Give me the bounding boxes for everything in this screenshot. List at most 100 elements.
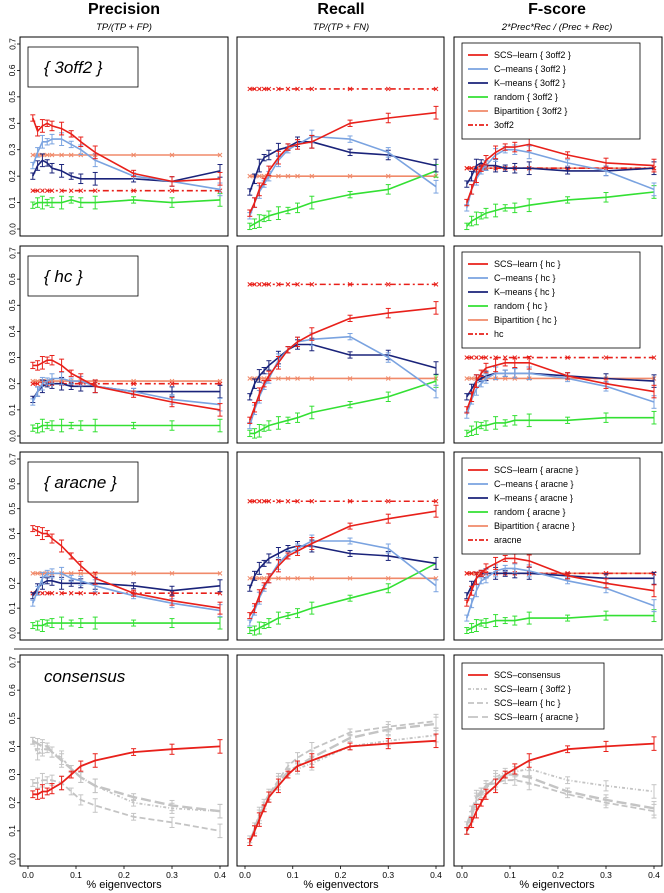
panel-recall-row2-bipartition-marker (309, 376, 315, 381)
panel-precision-row3-bipartition-marker (217, 570, 223, 576)
panel-fscore-row1-frame (453, 36, 663, 237)
legend-entry-3: K–means { aracne } (494, 493, 573, 503)
panel-precision-consensus-xtick-label: 0.4 (214, 870, 226, 880)
panel-precision-row1-ytick-label: 0.6 (7, 64, 17, 76)
panel-precision-consensus-learn-3off2-line (31, 740, 221, 813)
panel-recall-row3-reference-marker (247, 498, 253, 504)
panel-recall-row1-reference-marker (295, 86, 300, 92)
legend-entry-3: Bipartition { aracne } (494, 521, 575, 531)
panel-recall-row1-reference-marker (347, 86, 353, 92)
panel-precision-row2-reference-marker (169, 381, 175, 387)
panel-fscore-row1-reference-marker (464, 165, 470, 171)
legend-entry-2: K–means { hc } (494, 287, 555, 297)
panel-precision-row2-scs-line (32, 359, 221, 411)
panel-recall-row3-bipartition-marker (285, 575, 291, 581)
panel-precision-row2-ytick-label: 0.1 (7, 404, 17, 416)
panel-precision-row1-reference-marker (78, 188, 84, 194)
panel-recall-row3-reference-marker (266, 498, 272, 504)
panel-precision-row3-reference-marker (49, 590, 55, 596)
panel-recall-row1-reference-marker (261, 86, 267, 92)
panel-precision-row3-reference-marker (78, 590, 84, 596)
col-title-recall: Recall (317, 1, 364, 18)
panel-precision-row2-reference-marker (35, 381, 40, 387)
panel-precision-consensus-xtick-label: 0.3 (166, 870, 178, 880)
panel-recall-row2-reference-marker (256, 282, 262, 287)
legend-box-3 (461, 457, 641, 555)
xlabel-fscore: % eigenvectors (519, 879, 595, 891)
legend-box-consensus (461, 662, 605, 730)
panel-fscore-row1-scs-line (466, 143, 655, 203)
panel-precision-row3-bipartition-marker (131, 570, 136, 576)
panel-fscore-row2-bipartition-marker (464, 376, 470, 381)
panel-recall-row2-bipartition-marker (385, 376, 391, 381)
panel-recall-row2-reference-marker (309, 282, 315, 287)
panel-precision-row3-bipartition-marker (30, 570, 36, 576)
panel-recall-consensus-frame (236, 654, 445, 867)
xlabel-precision: % eigenvectors (86, 879, 162, 891)
panel-precision-row3-ytick-label: 0.2 (7, 577, 17, 589)
panel-precision-row3-bipartition-marker (68, 570, 74, 576)
panel-fscore-row2-bipartition-marker (512, 376, 518, 381)
panel-recall-row2-reference-marker (276, 282, 281, 287)
panel-precision-row3-ytick-label: 0.7 (7, 453, 17, 465)
panel-precision-row1-cmeans-line (32, 138, 221, 191)
panel-precision-row2-ytick-label: 0.7 (7, 247, 17, 259)
panel-recall-row1-scs-line (249, 111, 437, 214)
panel-precision-consensus-xtick-label: 0.1 (70, 870, 82, 880)
panel-recall-row2-bipartition-marker (285, 376, 291, 381)
panel-recall-row3-reference-marker (347, 498, 353, 504)
panel-precision-consensus-ytick-label: 0.6 (7, 684, 17, 696)
panel-recall-row1-reference-marker (247, 86, 253, 92)
panel-recall-row3-reference-marker (385, 498, 391, 504)
panel-recall-row2-reference-marker (261, 282, 267, 287)
panel-recall-row2-reference-marker (295, 282, 300, 287)
panel-fscore-consensus-learn-3off2-line (465, 768, 655, 832)
legend-entry-1: K–means { 3off2 } (494, 78, 565, 88)
panel-precision-row2-reference-marker (30, 381, 36, 387)
panel-fscore-row1-kmeans-line (466, 162, 655, 185)
panel-recall-row3-bipartition-marker (385, 575, 391, 581)
panel-recall-consensus-xtick-label: 0.3 (382, 870, 394, 880)
panel-recall-row2-bipartition-marker (261, 376, 267, 381)
legend-entry-1: C–means { 3off2 } (494, 64, 566, 74)
panel-fscore-row3-scs-line (466, 557, 655, 604)
panel-precision-row2-reference-marker (131, 381, 136, 387)
panel-precision-row1-frame (19, 36, 229, 237)
panel-recall-row1-bipartition-marker (385, 173, 391, 179)
panel-recall-row3-bipartition-marker (261, 575, 267, 581)
panel-fscore-consensus-learn-aracne-line (465, 773, 655, 826)
panel-recall-row1-reference-marker (252, 86, 257, 92)
panel-recall-row2-cmeans-line (249, 335, 437, 426)
panel-precision-row1-ytick-label: 0.7 (7, 38, 17, 50)
panel-precision-row2-frame (19, 245, 229, 444)
panel-precision-row1-ytick-label: 0.4 (7, 117, 17, 129)
panel-recall-row3-kmeans-line (249, 545, 437, 589)
panel-fscore-row3-random-line (466, 614, 654, 632)
panel-precision-row3-scs-line (32, 527, 221, 609)
panel-precision-row1-reference-marker (35, 188, 40, 194)
panel-precision-row1-ytick-label: 0.1 (7, 196, 17, 208)
panel-recall-consensus-scs-consensus-line (248, 739, 437, 843)
legend-entry-consensus: SCS–learn { 3off2 } (494, 684, 571, 694)
legend-box-2 (461, 251, 641, 349)
panel-recall-row1-reference-marker (285, 86, 291, 92)
panel-recall-row3-cmeans-line (249, 540, 437, 624)
legend-entry-2: SCS–learn { hc } (494, 259, 561, 269)
legend-entry-3: aracne (494, 535, 522, 545)
legend-entry-1: SCS–learn { 3off2 } (494, 50, 571, 60)
row-label-1: { 3off2 } (44, 58, 103, 77)
panel-precision-row1-reference-marker (131, 188, 136, 194)
panel-precision-consensus-ytick-label: 0.5 (7, 712, 17, 724)
panel-recall-row3-reference-marker (252, 498, 257, 504)
panel-precision-row1-scs-line (32, 117, 221, 183)
panel-precision-consensus-ytick-label: 0.0 (7, 853, 17, 865)
panel-recall-row2-bipartition-marker (347, 376, 353, 381)
panel-recall-row1-reference-marker (276, 86, 281, 92)
panel-fscore-row1-random-line (466, 191, 655, 227)
panel-recall-row3-reference-marker (285, 498, 291, 504)
panel-recall-row2-bipartition-marker (247, 376, 253, 381)
panel-fscore-row2-reference-marker (512, 355, 518, 360)
panel-precision-row3-reference-marker (40, 590, 45, 596)
panel-fscore-row2-reference-marker (474, 355, 479, 360)
